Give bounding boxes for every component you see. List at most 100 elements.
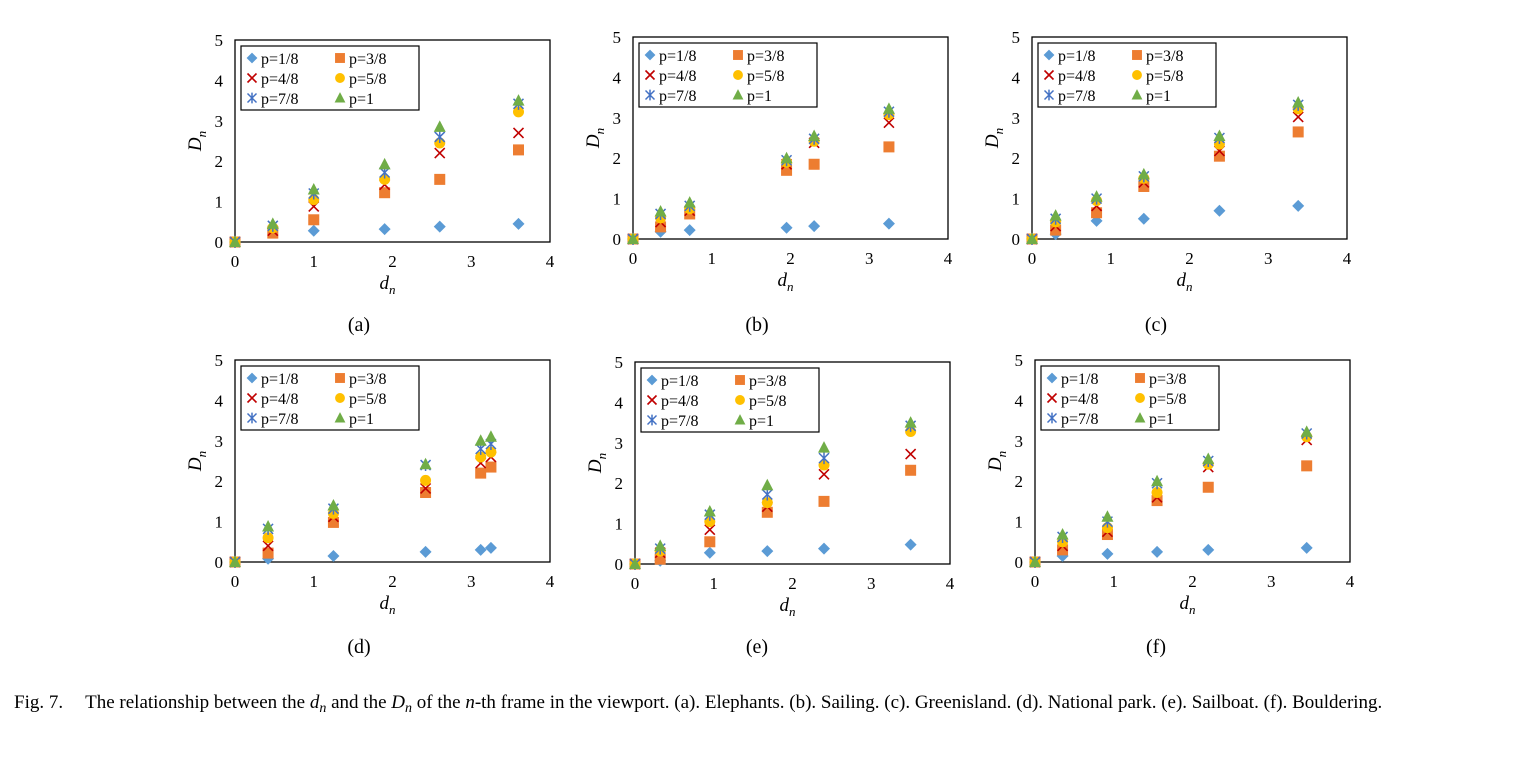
data-point <box>704 536 716 548</box>
x-axis-label: dn <box>380 273 396 297</box>
legend-label: p=1 <box>747 88 772 105</box>
legend-marker <box>1043 69 1055 81</box>
data-point <box>327 516 339 528</box>
data-point <box>818 459 830 471</box>
data-point <box>1101 547 1114 560</box>
y-tick-label: 3 <box>215 432 224 451</box>
subfigure-label-a: (a) <box>347 314 371 336</box>
legend-label: p=1 <box>349 411 374 428</box>
data-point <box>1090 190 1103 202</box>
y-tick-label: 3 <box>1015 432 1024 451</box>
data-point <box>1301 460 1313 472</box>
y-tick-label: 1 <box>613 190 622 209</box>
legend-label: p=7/8 <box>661 413 698 430</box>
data-point <box>904 416 917 428</box>
legend-label: p=3/8 <box>349 371 386 388</box>
y-axis-label: Dn <box>982 128 1006 149</box>
legend-marker <box>246 392 258 404</box>
data-point <box>378 157 391 170</box>
data-point <box>262 540 274 552</box>
legend-marker <box>1134 412 1146 423</box>
data-point <box>262 547 274 559</box>
legend-marker <box>1046 392 1058 404</box>
data-point <box>475 467 487 479</box>
data-point <box>1137 212 1150 225</box>
data-point <box>904 538 917 551</box>
legend-label: p=5/8 <box>1146 68 1183 85</box>
subfigure-label-b: (b) <box>745 314 769 336</box>
x-tick-label: 2 <box>788 574 797 593</box>
y-tick-label: 5 <box>615 353 624 372</box>
legend-label: p=1/8 <box>261 371 298 388</box>
y-tick-label: 2 <box>615 474 624 493</box>
plot-area <box>234 359 551 563</box>
y-tick-label: 3 <box>1012 109 1021 128</box>
x-tick-label: 0 <box>631 574 640 593</box>
legend-label: p=4/8 <box>261 71 298 88</box>
legend-label: p=4/8 <box>1058 68 1095 85</box>
legend-marker <box>646 374 658 386</box>
legend-marker <box>1132 50 1142 60</box>
data-point <box>1101 510 1114 522</box>
y-tick-label: 2 <box>215 152 224 171</box>
chart-panel-a: 0 1 2 3 4 5 0 1 2 3 4 dn Dn p=1/8 p=3/8 p=4/8 p=5/8 p=7/8… <box>180 25 580 345</box>
data-point <box>434 173 446 185</box>
subfigure-label-f: (f) <box>1146 636 1166 658</box>
x-axis-label: dn <box>1180 593 1196 617</box>
data-point <box>512 127 525 139</box>
legend-label: p=5/8 <box>747 68 784 85</box>
data-point <box>308 214 320 226</box>
data-point <box>1202 481 1214 493</box>
data-point <box>419 545 432 558</box>
y-tick-label: 4 <box>1015 391 1024 410</box>
y-axis-label: Dn <box>185 131 209 152</box>
legend-box <box>1040 365 1220 431</box>
x-axis-label: dn <box>380 593 396 617</box>
y-tick-label: 0 <box>1015 553 1024 572</box>
legend-label: p=7/8 <box>1058 88 1095 105</box>
y-axis-label: Dn <box>985 451 1009 472</box>
legend-label: p=7/8 <box>659 88 696 105</box>
legend-label: p=1/8 <box>1061 371 1098 388</box>
legend-label: p=5/8 <box>749 393 786 410</box>
chart-panel-f: 0 1 2 3 4 5 0 1 2 3 4 dn Dn p=1/8 p=3/8 p=4/8 p=5/8 p=7/8… <box>980 345 1380 665</box>
plot-area <box>1034 359 1351 563</box>
data-point <box>1202 452 1215 464</box>
x-tick-label: 0 <box>1031 572 1040 591</box>
data-point <box>818 468 830 480</box>
x-axis-label: dn <box>1177 270 1193 294</box>
legend-marker <box>1135 393 1145 403</box>
data-point <box>808 220 821 233</box>
scatter-chart-d: 0 1 2 3 4 5 0 1 2 3 4 dn Dn p=1/8 p=3/8 p=4/8 p=5/8 p=7/8… <box>185 351 555 617</box>
data-point <box>905 464 917 476</box>
data-point <box>781 164 793 176</box>
x-tick-label: 2 <box>786 249 795 268</box>
data-point <box>266 217 279 229</box>
legend: p=1/8 p=3/8 p=4/8 p=5/8 p=7/8 p=1 <box>240 45 420 111</box>
data-point <box>654 205 667 217</box>
y-tick-label: 2 <box>1012 149 1021 168</box>
data-point <box>627 232 639 244</box>
chart-panel-c: 0 1 2 3 4 5 0 1 2 3 4 dn Dn p=1/8 p=3/8 p=4/8 p=5/8 p=7/8… <box>977 22 1377 342</box>
y-tick-label: 5 <box>1012 28 1021 47</box>
subfigure-label-c: (c) <box>1144 314 1168 336</box>
data-point <box>1049 209 1062 221</box>
y-tick-label: 5 <box>1015 351 1024 370</box>
y-tick-label: 0 <box>613 230 622 249</box>
x-tick-label: 3 <box>1264 249 1273 268</box>
x-tick-label: 4 <box>546 252 555 271</box>
scatter-chart-c: 0 1 2 3 4 5 0 1 2 3 4 dn Dn p=1/8 p=3/8 p=4/8 p=5/8 p=7/8… <box>982 28 1352 294</box>
legend-label: p=4/8 <box>1061 391 1098 408</box>
x-axis-label: dn <box>780 595 796 619</box>
legend-label: p=7/8 <box>261 91 298 108</box>
legend-label: p=5/8 <box>349 391 386 408</box>
data-point <box>379 187 391 199</box>
figure-caption: Fig. 7. The relationship between the dn a… <box>14 692 1383 716</box>
data-point <box>818 495 830 507</box>
legend-box <box>240 45 420 111</box>
legend-marker <box>1046 372 1058 384</box>
data-point <box>475 451 487 463</box>
x-tick-label: 2 <box>1188 572 1197 591</box>
data-point <box>484 430 497 442</box>
data-point <box>474 543 487 556</box>
